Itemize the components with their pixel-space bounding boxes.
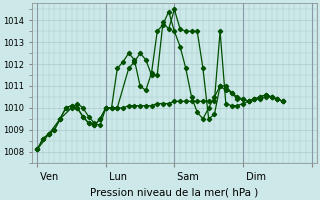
X-axis label: Pression niveau de la mer( hPa ): Pression niveau de la mer( hPa ) [90, 187, 259, 197]
